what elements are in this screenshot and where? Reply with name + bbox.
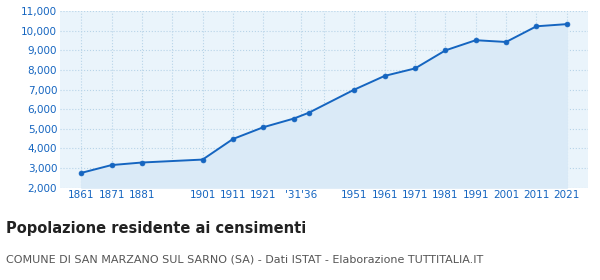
- Text: Popolazione residente ai censimenti: Popolazione residente ai censimenti: [6, 221, 306, 236]
- Text: COMUNE DI SAN MARZANO SUL SARNO (SA) - Dati ISTAT - Elaborazione TUTTITALIA.IT: COMUNE DI SAN MARZANO SUL SARNO (SA) - D…: [6, 255, 483, 265]
